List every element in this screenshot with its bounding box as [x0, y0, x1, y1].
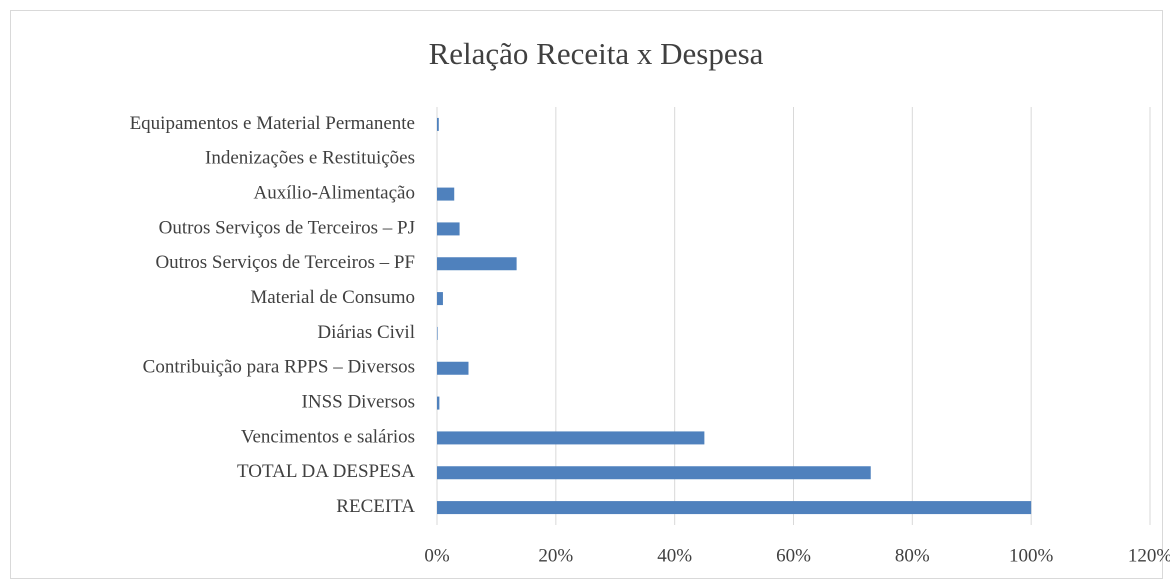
x-tick-label: 0%	[424, 545, 450, 566]
bar	[437, 222, 460, 236]
x-tick-label: 100%	[1009, 545, 1054, 566]
y-tick-label: Auxílio-Alimentação	[254, 182, 415, 203]
bar	[437, 187, 455, 201]
bar	[437, 431, 705, 445]
x-tick-label: 80%	[895, 545, 930, 566]
bar	[437, 361, 469, 375]
x-tick-label: 20%	[538, 545, 573, 566]
y-tick-label: Contribuição para RPPS – Diversos	[143, 357, 415, 378]
x-tick-label: 40%	[657, 545, 692, 566]
bar	[437, 326, 438, 340]
bar	[437, 466, 871, 480]
x-tick-label: 60%	[776, 545, 811, 566]
y-tick-label: RECEITA	[336, 496, 415, 517]
y-tick-label: Equipamentos e Material Permanente	[130, 113, 415, 134]
y-tick-label: Indenizações e Restituições	[205, 148, 415, 169]
chart-border	[10, 10, 1163, 579]
y-tick-label: INSS Diversos	[302, 391, 415, 412]
y-tick-label: Outros Serviços de Terceiros – PF	[155, 252, 415, 273]
y-tick-label: Diárias Civil	[317, 322, 415, 343]
y-tick-label: TOTAL DA DESPESA	[237, 461, 415, 482]
y-tick-label: Outros Serviços de Terceiros – PJ	[159, 217, 415, 238]
x-tick-label: 120%	[1128, 545, 1170, 566]
chart-title: Relação Receita x Despesa	[429, 36, 764, 71]
y-tick-label: Vencimentos e salários	[241, 426, 415, 447]
bar	[437, 292, 443, 306]
bar	[437, 117, 439, 131]
y-tick-label: Material de Consumo	[250, 287, 415, 308]
bar	[437, 396, 440, 410]
bar	[437, 257, 517, 271]
bar	[437, 501, 1032, 515]
